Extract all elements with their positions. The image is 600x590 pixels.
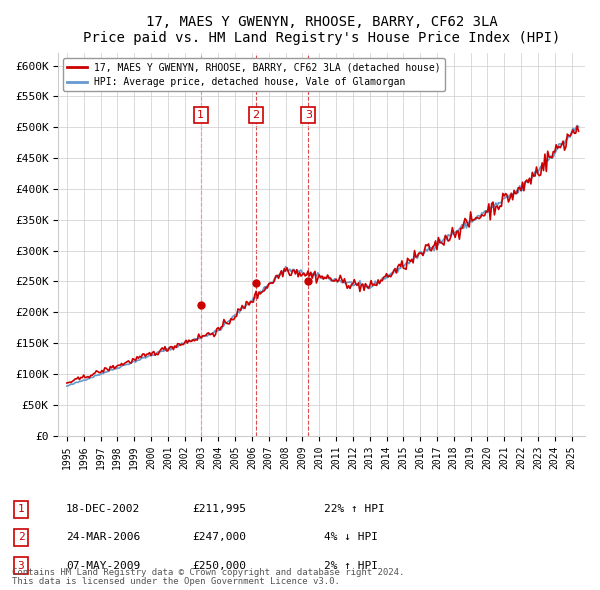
- Text: 07-MAY-2009: 07-MAY-2009: [66, 561, 140, 571]
- Text: 4% ↓ HPI: 4% ↓ HPI: [324, 533, 378, 542]
- Text: This data is licensed under the Open Government Licence v3.0.: This data is licensed under the Open Gov…: [12, 577, 340, 586]
- Text: 1: 1: [17, 504, 25, 514]
- Text: 3: 3: [305, 110, 312, 120]
- Text: £250,000: £250,000: [192, 561, 246, 571]
- Text: 18-DEC-2002: 18-DEC-2002: [66, 504, 140, 514]
- Title: 17, MAES Y GWENYN, RHOOSE, BARRY, CF62 3LA
Price paid vs. HM Land Registry's Hou: 17, MAES Y GWENYN, RHOOSE, BARRY, CF62 3…: [83, 15, 560, 45]
- Text: 3: 3: [17, 561, 25, 571]
- Legend: 17, MAES Y GWENYN, RHOOSE, BARRY, CF62 3LA (detached house), HPI: Average price,: 17, MAES Y GWENYN, RHOOSE, BARRY, CF62 3…: [64, 58, 445, 91]
- Text: 2: 2: [252, 110, 259, 120]
- Text: 1: 1: [197, 110, 204, 120]
- Text: 22% ↑ HPI: 22% ↑ HPI: [324, 504, 385, 514]
- Text: 2: 2: [17, 533, 25, 542]
- Text: 2% ↑ HPI: 2% ↑ HPI: [324, 561, 378, 571]
- Text: 24-MAR-2006: 24-MAR-2006: [66, 533, 140, 542]
- Text: £211,995: £211,995: [192, 504, 246, 514]
- Text: Contains HM Land Registry data © Crown copyright and database right 2024.: Contains HM Land Registry data © Crown c…: [12, 568, 404, 577]
- Text: £247,000: £247,000: [192, 533, 246, 542]
